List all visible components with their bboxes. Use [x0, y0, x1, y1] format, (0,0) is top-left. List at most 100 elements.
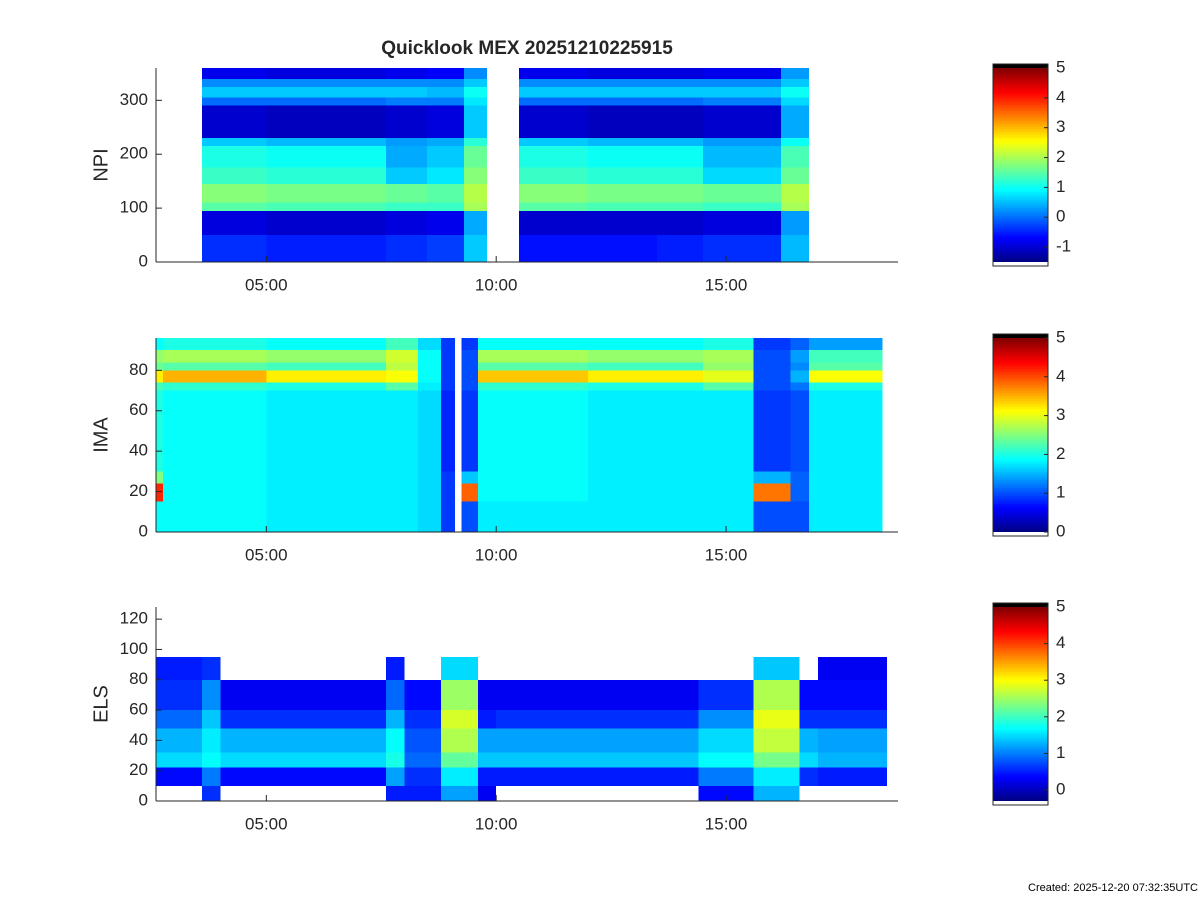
heatmap-cell: [441, 382, 455, 391]
colorbar-swatch: [993, 517, 1048, 521]
colorbar-swatch: [993, 197, 1048, 200]
colorbar-tick-label: 0: [1056, 207, 1065, 226]
heatmap-cell: [201, 710, 221, 729]
colorbar-swatch: [993, 744, 1048, 747]
heatmap-cell: [703, 350, 754, 363]
colorbar-swatch: [993, 106, 1048, 109]
colorbar-swatch: [993, 669, 1048, 673]
colorbar-swatch: [993, 511, 1048, 515]
colorbar-swatch: [993, 370, 1048, 373]
colorbar-swatch: [993, 217, 1048, 221]
colorbar-swatch: [993, 237, 1048, 241]
heatmap-cell: [461, 471, 478, 484]
colorbar-swatch: [993, 507, 1048, 511]
colorbar-swatch: [993, 515, 1048, 519]
colorbar-swatch: [993, 130, 1048, 134]
colorbar-swatch: [993, 132, 1048, 136]
heatmap-cell: [781, 167, 809, 184]
heatmap-cell: [588, 362, 704, 371]
heatmap-cell: [335, 210, 386, 236]
heatmap-cell: [781, 105, 809, 139]
heatmap-cell: [427, 138, 465, 147]
colorbar-swatch: [993, 477, 1048, 480]
y-tick-label: 60: [129, 700, 148, 719]
heatmap-cell: [703, 483, 754, 502]
colorbar-swatch: [993, 398, 1048, 402]
colorbar-swatch: [993, 243, 1048, 247]
heatmap-cell: [385, 710, 405, 729]
colorbar-swatch: [993, 154, 1048, 158]
colorbar-swatch: [993, 179, 1048, 182]
colorbar-swatch: [993, 661, 1048, 665]
heatmap-cell: [657, 202, 704, 211]
colorbar-swatch: [993, 461, 1048, 464]
heatmap-cell: [818, 710, 887, 729]
colorbar-swatch: [993, 352, 1048, 355]
heatmap-cell: [496, 679, 699, 711]
heatmap-cell: [753, 338, 791, 351]
colorbar-frame: [992, 602, 1049, 806]
colorbar-swatch: [993, 342, 1048, 345]
y-tick-label: 40: [129, 730, 148, 749]
colorbar-frame: [992, 63, 1049, 267]
colorbar-swatch: [993, 396, 1048, 400]
heatmap-cell: [781, 138, 809, 147]
heatmap-cell: [588, 338, 704, 351]
heatmap-cell: [703, 146, 782, 168]
colorbar-swatch: [993, 483, 1048, 487]
colorbar-swatch: [993, 140, 1048, 144]
heatmap-cell: [657, 210, 704, 236]
heatmap-cell: [385, 167, 428, 184]
heatmap-cell: [588, 68, 658, 79]
colorbar-swatch: [993, 513, 1048, 517]
colorbar-swatch: [993, 459, 1048, 462]
heatmap-cell: [385, 370, 419, 383]
heatmap-cell: [418, 390, 442, 472]
colorbar-swatch: [993, 235, 1048, 239]
heatmap-cell: [201, 657, 221, 680]
heatmap-cell: [790, 350, 809, 363]
heatmap-cell: [418, 471, 442, 484]
colorbar-swatch: [993, 203, 1048, 206]
heatmap-cell: [335, 146, 386, 168]
heatmap-cell: [335, 235, 386, 262]
heatmap-cell: [427, 210, 465, 236]
heatmap-cell: [808, 382, 883, 391]
heatmap-cell: [753, 767, 800, 786]
colorbar-swatch: [993, 467, 1048, 470]
heatmap-cell: [477, 390, 589, 472]
colorbar-swatch: [993, 693, 1048, 697]
heatmap-cell: [657, 235, 704, 262]
heatmap-cell: [385, 785, 405, 801]
colorbar-swatch: [993, 102, 1048, 105]
heatmap-cell: [385, 390, 419, 472]
colorbar-swatch: [993, 627, 1048, 630]
heatmap-cell: [657, 138, 704, 147]
heatmap-cell: [461, 362, 478, 371]
colorbar-swatch: [993, 748, 1048, 751]
colorbar-tick-label: 4: [1056, 366, 1065, 385]
colorbar-swatch: [993, 437, 1048, 440]
heatmap-cell: [753, 390, 791, 472]
heatmap-cell: [703, 235, 782, 262]
y-axis-label: ELS: [90, 685, 112, 723]
colorbar-swatch: [993, 171, 1048, 174]
heatmap-cell: [201, 86, 267, 98]
heatmap-cell: [464, 235, 488, 262]
y-tick-label: 20: [129, 481, 148, 500]
colorbar-swatch: [993, 356, 1048, 359]
colorbar-swatch: [993, 241, 1048, 245]
heatmap-cell: [808, 338, 883, 351]
colorbar-swatch: [993, 677, 1048, 681]
heatmap-cell: [588, 86, 658, 98]
colorbar-swatch: [993, 746, 1048, 749]
colorbar-tick-label: 4: [1056, 633, 1065, 652]
heatmap-cell: [519, 210, 589, 236]
y-tick-label: 80: [129, 360, 148, 379]
heatmap-cell: [266, 183, 336, 203]
colorbar-swatch: [993, 416, 1048, 420]
heatmap-cell: [385, 235, 428, 262]
heatmap-cell: [385, 97, 428, 106]
heatmap-cell: [496, 728, 699, 753]
colorbar-swatch: [993, 609, 1048, 612]
